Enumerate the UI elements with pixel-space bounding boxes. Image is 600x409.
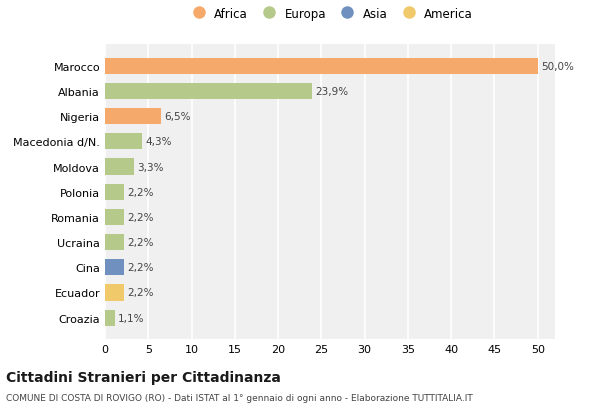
Text: 4,3%: 4,3% (146, 137, 172, 147)
Bar (105, 159, 134, 175)
Text: 6,5%: 6,5% (165, 112, 191, 122)
Text: 2,2%: 2,2% (128, 263, 154, 273)
Text: 50,0%: 50,0% (541, 62, 574, 72)
Bar (105, 234, 124, 251)
Bar (105, 134, 142, 150)
Bar (105, 310, 115, 326)
Text: 1,1%: 1,1% (118, 313, 145, 323)
Text: 2,2%: 2,2% (128, 288, 154, 298)
Text: 2,2%: 2,2% (128, 187, 154, 197)
Text: COMUNE DI COSTA DI ROVIGO (RO) - Dati ISTAT al 1° gennaio di ogni anno - Elabora: COMUNE DI COSTA DI ROVIGO (RO) - Dati IS… (6, 393, 473, 402)
Text: 23,9%: 23,9% (315, 87, 349, 97)
Text: 2,2%: 2,2% (128, 212, 154, 222)
Bar (105, 184, 124, 200)
Text: Cittadini Stranieri per Cittadinanza: Cittadini Stranieri per Cittadinanza (6, 370, 281, 384)
Bar (105, 285, 124, 301)
Bar (105, 209, 124, 225)
Text: 3,3%: 3,3% (137, 162, 164, 172)
Bar (105, 58, 538, 75)
Text: 2,2%: 2,2% (128, 238, 154, 247)
Legend: Africa, Europa, Asia, America: Africa, Europa, Asia, America (185, 5, 475, 23)
Bar (105, 109, 161, 125)
Bar (105, 259, 124, 276)
Bar (105, 83, 312, 100)
